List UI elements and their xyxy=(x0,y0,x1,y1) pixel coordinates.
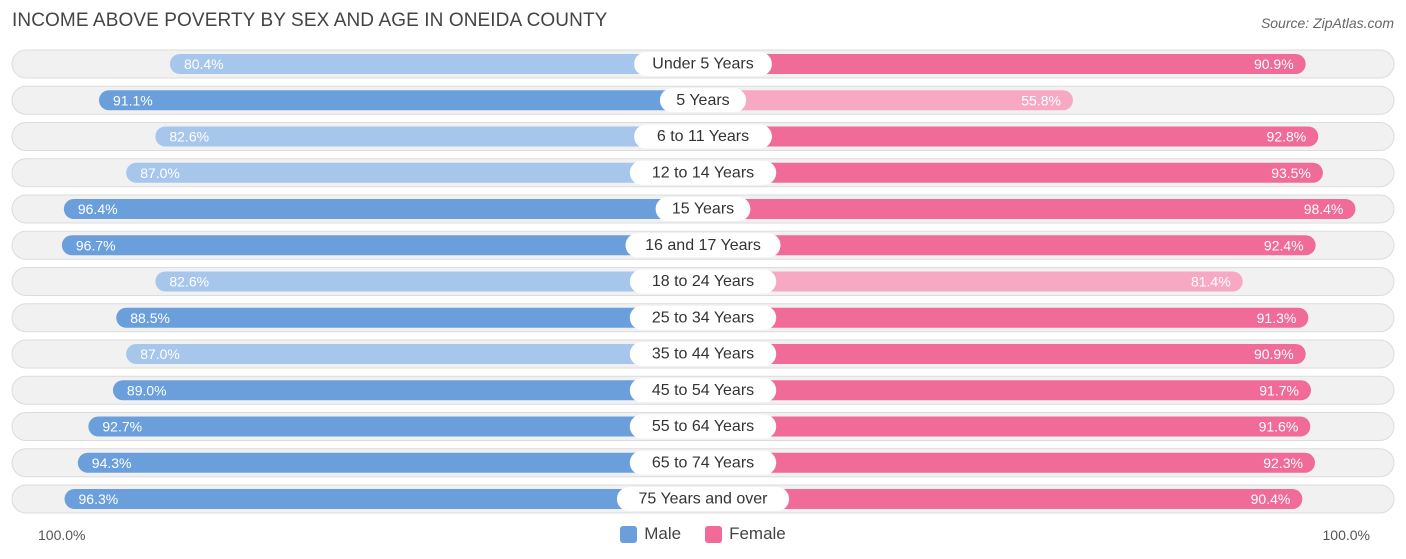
value-label-male: 96.4% xyxy=(78,201,118,217)
bar-female xyxy=(703,416,1311,437)
bar-male xyxy=(99,90,703,111)
bar-male xyxy=(64,489,703,509)
category-label: 18 to 24 Years xyxy=(652,273,754,290)
category-label: 55 to 64 Years xyxy=(652,418,754,435)
value-label-male: 80.4% xyxy=(184,56,224,72)
bar-male xyxy=(88,416,704,437)
bar-female xyxy=(703,344,1306,364)
category-pill xyxy=(655,197,751,221)
bar-female xyxy=(703,380,1311,401)
value-label-male: 82.6% xyxy=(169,274,209,290)
bar-female xyxy=(703,126,1319,147)
category-pill xyxy=(629,160,777,185)
value-label-male: 96.7% xyxy=(76,237,116,253)
bar-female xyxy=(703,489,1303,509)
category-label: 65 to 74 Years xyxy=(652,454,754,471)
category-label: 12 to 14 Years xyxy=(652,164,754,181)
category-pill xyxy=(629,269,777,294)
value-label-female: 90.9% xyxy=(1254,56,1294,72)
value-label-male: 94.3% xyxy=(92,455,132,471)
category-label: 45 to 54 Years xyxy=(652,382,754,399)
value-label-female: 90.9% xyxy=(1254,346,1294,362)
value-label-male: 92.7% xyxy=(102,419,142,435)
value-label-male: 89.0% xyxy=(127,382,167,398)
value-label-female: 90.4% xyxy=(1251,491,1291,507)
category-pill xyxy=(629,378,777,403)
category-label: 35 to 44 Years xyxy=(652,346,754,363)
bar-male xyxy=(126,344,703,364)
axis-right-label: 100.0% xyxy=(1322,527,1370,543)
legend-swatch-female xyxy=(705,525,723,543)
bar-female xyxy=(703,162,1323,183)
value-label-female: 81.4% xyxy=(1191,274,1231,290)
bar-male xyxy=(155,271,703,292)
bar-male xyxy=(112,380,704,401)
value-label-male: 96.3% xyxy=(79,491,119,507)
category-label: 6 to 11 Years xyxy=(657,128,749,145)
value-label-female: 92.8% xyxy=(1267,129,1307,145)
value-label-female: 91.7% xyxy=(1259,382,1299,398)
category-pill xyxy=(659,88,747,113)
bar-female xyxy=(703,235,1316,256)
legend-item-female[interactable]: Female xyxy=(705,524,786,544)
value-label-female: 91.6% xyxy=(1259,419,1299,435)
category-pill xyxy=(629,450,777,475)
source-credit: Source: ZipAtlas.com xyxy=(1260,15,1394,31)
category-pill xyxy=(634,52,772,76)
bar-male xyxy=(63,199,704,219)
legend-item-male[interactable]: Male xyxy=(620,524,681,544)
bar-female xyxy=(703,199,1356,219)
value-label-male: 91.1% xyxy=(113,92,153,108)
bar-male xyxy=(61,235,703,256)
bar-female xyxy=(703,90,1073,111)
category-label: 75 Years and over xyxy=(639,491,769,508)
bar-female xyxy=(703,54,1306,74)
bar-male xyxy=(126,162,703,183)
legend-label-female: Female xyxy=(729,524,786,543)
bar-male xyxy=(169,54,703,74)
bar-male xyxy=(116,307,704,328)
bar-female xyxy=(703,271,1243,292)
value-label-female: 92.4% xyxy=(1264,237,1304,253)
value-label-female: 98.4% xyxy=(1304,201,1344,217)
value-label-male: 87.0% xyxy=(140,165,180,181)
category-pill xyxy=(625,233,781,258)
value-label-male: 82.6% xyxy=(169,129,209,145)
axis-left-label: 100.0% xyxy=(38,527,86,543)
value-label-female: 92.3% xyxy=(1263,455,1303,471)
legend-label-male: Male xyxy=(644,524,682,543)
category-pill xyxy=(629,342,777,366)
category-label: 5 Years xyxy=(676,92,729,109)
category-pill xyxy=(616,487,790,511)
value-label-female: 91.3% xyxy=(1257,310,1297,326)
bar-male xyxy=(155,126,703,147)
chart-title: INCOME ABOVE POVERTY BY SEX AND AGE IN O… xyxy=(12,10,608,31)
legend: Male Female xyxy=(0,524,1406,544)
value-label-female: 55.8% xyxy=(1021,92,1061,108)
category-pill xyxy=(629,414,777,439)
category-label: 25 to 34 Years xyxy=(652,309,754,326)
category-label: 15 Years xyxy=(672,201,734,218)
category-label: 16 and 17 Years xyxy=(645,237,761,254)
value-label-female: 93.5% xyxy=(1271,165,1311,181)
category-pill xyxy=(629,305,777,330)
bar-female xyxy=(703,307,1309,328)
value-label-male: 87.0% xyxy=(140,346,180,362)
category-pill xyxy=(634,124,772,149)
value-label-male: 88.5% xyxy=(130,310,170,326)
bar-male xyxy=(77,452,703,473)
category-label: Under 5 Years xyxy=(652,56,753,73)
legend-swatch-male xyxy=(620,525,638,543)
bar-female xyxy=(703,452,1315,473)
